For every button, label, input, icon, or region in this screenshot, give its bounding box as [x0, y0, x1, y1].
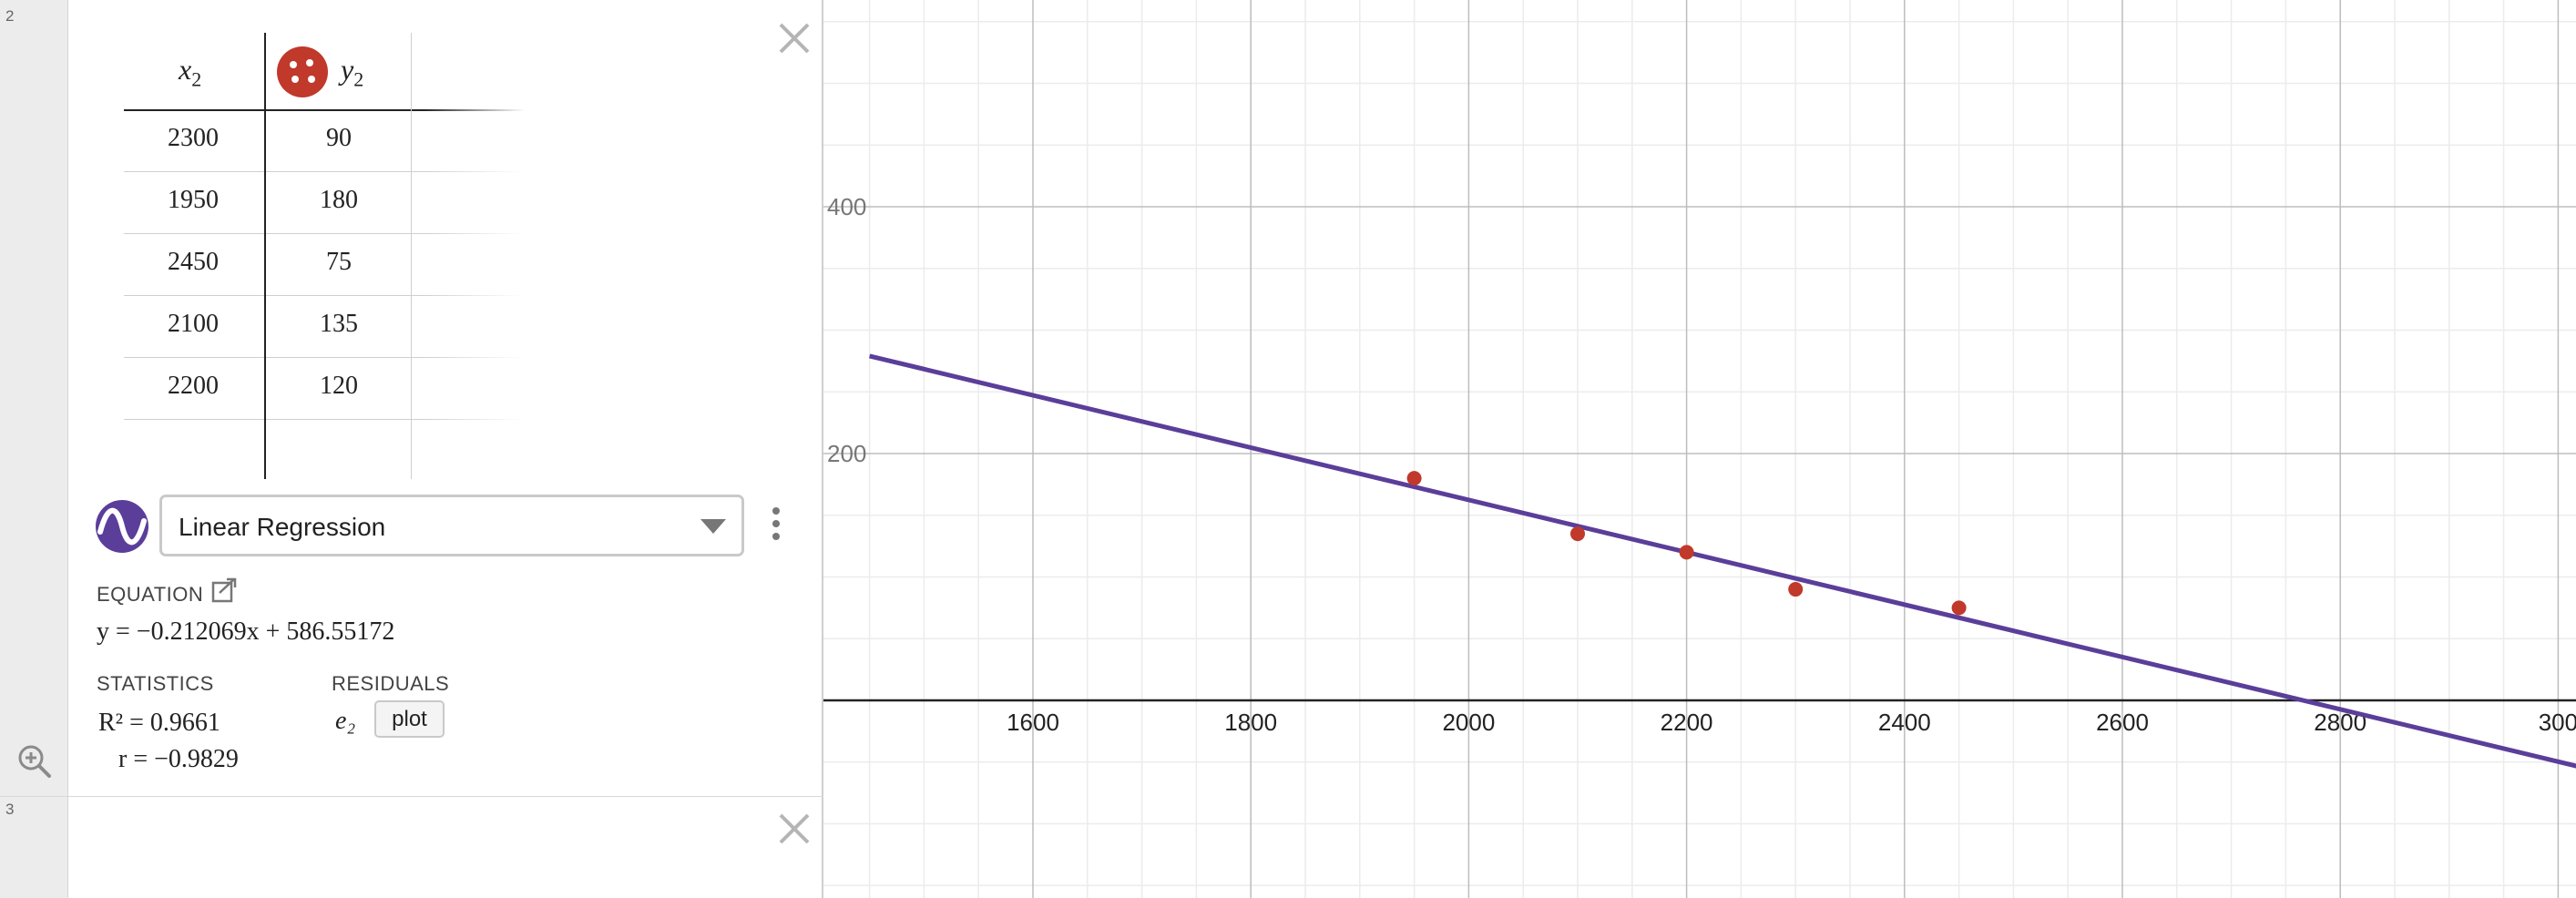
data-point[interactable] — [1788, 582, 1804, 597]
y-header-sub: 2 — [353, 67, 364, 91]
more-options-icon[interactable] — [769, 505, 783, 542]
row-number-2: 2 — [5, 7, 15, 25]
statistics-label: STATISTICS — [97, 672, 214, 695]
regression-type-select[interactable]: Linear Regression — [159, 495, 744, 556]
table-cell-y[interactable]: 180 — [320, 186, 358, 214]
regression-line[interactable] — [869, 353, 2576, 775]
table-header-divider — [124, 109, 525, 111]
table-column-divider — [264, 33, 266, 479]
x-tick-label: 1600 — [1007, 709, 1059, 736]
y-axis-tick-labels: 400 200 — [827, 193, 866, 467]
close-expression-2-icon[interactable] — [776, 20, 813, 56]
residual-variable: e₂ — [335, 707, 356, 735]
x-axis-tick-labels: 1600 1800 2000 2200 2400 2600 2800 300 — [1007, 709, 2576, 736]
regression-equation: y = −0.212069x + 586.55172 — [97, 617, 395, 646]
x-column-header[interactable]: x2 — [179, 53, 201, 91]
table-row-divider — [124, 295, 525, 296]
data-points — [1406, 471, 1967, 616]
table-cell-y[interactable]: 75 — [326, 248, 352, 276]
table-cell-x[interactable]: 2450 — [168, 248, 219, 276]
x-tick-label: 2400 — [1878, 709, 1931, 736]
table-cell-y[interactable]: 120 — [320, 372, 358, 400]
equation-label: EQUATION — [97, 583, 204, 606]
y-column-header[interactable]: y2 — [341, 53, 363, 91]
x-tick-label: 300 — [2539, 709, 2576, 736]
r-value: r = −0.9829 — [118, 745, 239, 773]
y-tick-label: 400 — [827, 193, 866, 220]
table-cell-y[interactable]: 90 — [326, 124, 352, 152]
x-tick-label: 2000 — [1442, 709, 1495, 736]
table-cell-y[interactable]: 135 — [320, 310, 358, 338]
table-cell-x[interactable]: 2300 — [168, 124, 219, 152]
regression-type-label: Linear Regression — [179, 513, 386, 541]
table-row-divider — [124, 171, 525, 172]
table-row-divider — [124, 419, 525, 420]
major-gridlines — [823, 0, 2576, 898]
expression-list: 2 3 x2 y2 230 — [0, 0, 823, 898]
table-row-divider — [124, 233, 525, 234]
x-tick-label: 2200 — [1661, 709, 1713, 736]
x-header-var: x — [179, 53, 192, 86]
zoom-fit-icon[interactable] — [15, 742, 52, 779]
copy-equation-icon[interactable] — [210, 577, 238, 604]
row-number-3: 3 — [5, 801, 15, 818]
regression-logo-icon — [96, 500, 148, 553]
table-cell-x[interactable]: 2200 — [168, 372, 219, 400]
plot-residuals-button[interactable]: plot — [374, 700, 445, 738]
table-row-divider — [124, 357, 525, 358]
row-separator — [0, 796, 823, 797]
table-column-divider — [411, 33, 412, 479]
point-style-icon[interactable] — [275, 45, 330, 99]
y-tick-label: 200 — [827, 440, 866, 467]
minor-gridlines — [823, 0, 2576, 898]
data-point[interactable] — [1951, 600, 1967, 616]
data-point[interactable] — [1570, 526, 1585, 542]
data-point[interactable] — [1679, 545, 1694, 560]
table-cell-x[interactable]: 1950 — [168, 186, 219, 214]
x-tick-label: 2600 — [2096, 709, 2149, 736]
r-squared-value: R² = 0.9661 — [98, 709, 220, 737]
data-point[interactable] — [1406, 471, 1422, 486]
residuals-label: RESIDUALS — [332, 672, 450, 695]
y-header-var: y — [341, 53, 354, 86]
chevron-down-icon — [700, 519, 726, 534]
x-header-sub: 2 — [191, 67, 202, 91]
close-expression-3-icon[interactable] — [776, 811, 813, 847]
x-tick-label: 1800 — [1224, 709, 1277, 736]
table-cell-x[interactable]: 2100 — [168, 310, 219, 338]
